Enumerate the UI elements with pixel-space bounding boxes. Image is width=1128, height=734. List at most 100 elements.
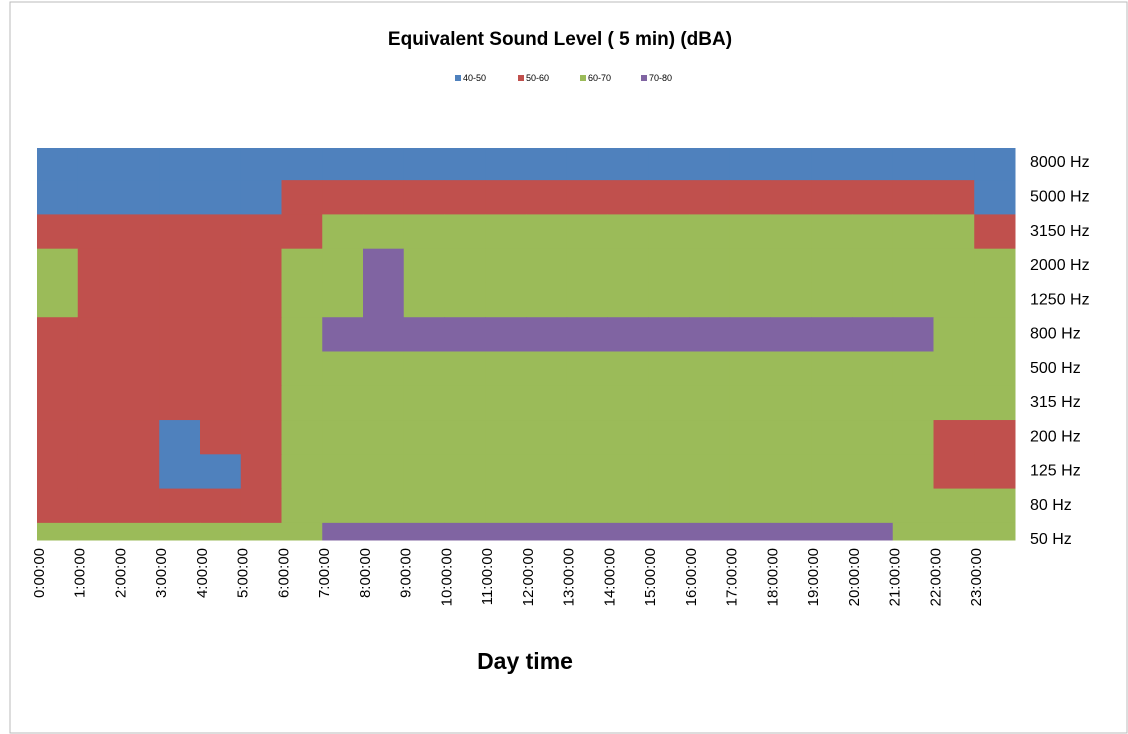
cell — [811, 385, 853, 421]
cell — [648, 317, 690, 352]
cell — [200, 148, 242, 181]
cell — [689, 351, 731, 387]
cell — [444, 351, 486, 387]
cell — [322, 248, 364, 284]
cell — [118, 488, 160, 524]
cell — [322, 488, 364, 524]
cell — [485, 148, 527, 181]
cell — [526, 385, 568, 421]
cell — [689, 317, 731, 352]
cell — [240, 454, 282, 490]
cell — [566, 420, 608, 455]
cell — [485, 385, 527, 421]
cell — [811, 317, 853, 352]
cell — [770, 148, 812, 181]
cell — [892, 180, 934, 215]
y-tick-label: 2000 Hz — [1030, 257, 1090, 274]
cell — [974, 248, 1016, 284]
x-axis-title: Day time — [477, 648, 573, 674]
cell — [322, 180, 364, 215]
x-tick-label: 10:00:00 — [438, 548, 455, 606]
cell — [77, 488, 119, 524]
cell — [852, 180, 894, 215]
cell — [892, 488, 934, 524]
cell — [974, 317, 1016, 352]
cell — [159, 420, 201, 455]
cell — [240, 522, 282, 541]
cell — [37, 248, 79, 284]
cell — [200, 385, 242, 421]
x-tick-label: 23:00:00 — [968, 548, 985, 606]
cell — [159, 522, 201, 541]
cell — [281, 248, 323, 284]
cell — [403, 351, 445, 387]
cell — [770, 385, 812, 421]
x-tick-label: 12:00:00 — [520, 548, 537, 606]
y-tick-label: 125 Hz — [1030, 463, 1081, 480]
cell — [485, 180, 527, 215]
x-tick-label: 9:00:00 — [398, 548, 415, 598]
cell — [526, 214, 568, 250]
cell — [892, 351, 934, 387]
cell — [689, 488, 731, 524]
cell — [933, 420, 975, 455]
cell — [770, 351, 812, 387]
legend-swatch — [455, 75, 461, 81]
cell — [811, 420, 853, 455]
cell — [974, 420, 1016, 455]
legend-label: 50-60 — [526, 73, 549, 83]
cell — [852, 148, 894, 181]
cell — [526, 488, 568, 524]
cell — [444, 522, 486, 541]
cell — [689, 420, 731, 455]
cell — [281, 180, 323, 215]
cell — [485, 420, 527, 455]
cell — [648, 522, 690, 541]
cell — [118, 351, 160, 387]
cell — [403, 488, 445, 524]
cell — [974, 385, 1016, 421]
cell — [852, 248, 894, 284]
cell — [689, 148, 731, 181]
cell — [444, 180, 486, 215]
cell — [444, 248, 486, 284]
cell — [852, 385, 894, 421]
cell — [37, 214, 79, 250]
cell — [852, 420, 894, 455]
cell — [444, 385, 486, 421]
y-tick-label: 1250 Hz — [1030, 291, 1090, 308]
cell — [37, 148, 79, 181]
cell — [363, 180, 405, 215]
cell — [77, 214, 119, 250]
x-tick-label: 8:00:00 — [357, 548, 374, 598]
x-tick-label: 4:00:00 — [194, 548, 211, 598]
x-tick-label: 11:00:00 — [479, 548, 496, 605]
cell — [974, 282, 1016, 318]
y-tick-label: 500 Hz — [1030, 360, 1081, 377]
cell — [607, 180, 649, 215]
cell — [159, 351, 201, 387]
cell — [892, 420, 934, 455]
x-tick-label: 20:00:00 — [846, 548, 863, 606]
cell — [648, 454, 690, 490]
cell — [933, 248, 975, 284]
cell — [444, 148, 486, 181]
cell — [811, 248, 853, 284]
cell — [566, 385, 608, 421]
cell — [322, 385, 364, 421]
cell — [485, 351, 527, 387]
cell — [689, 180, 731, 215]
cell — [933, 282, 975, 318]
cell — [729, 488, 771, 524]
cell — [240, 282, 282, 318]
cell — [444, 214, 486, 250]
y-tick-label: 8000 Hz — [1030, 154, 1090, 171]
cell — [363, 282, 405, 318]
cell — [363, 351, 405, 387]
cell — [607, 248, 649, 284]
cell — [37, 420, 79, 455]
cell — [37, 282, 79, 318]
cell — [200, 351, 242, 387]
cell — [933, 454, 975, 490]
cell — [403, 385, 445, 421]
